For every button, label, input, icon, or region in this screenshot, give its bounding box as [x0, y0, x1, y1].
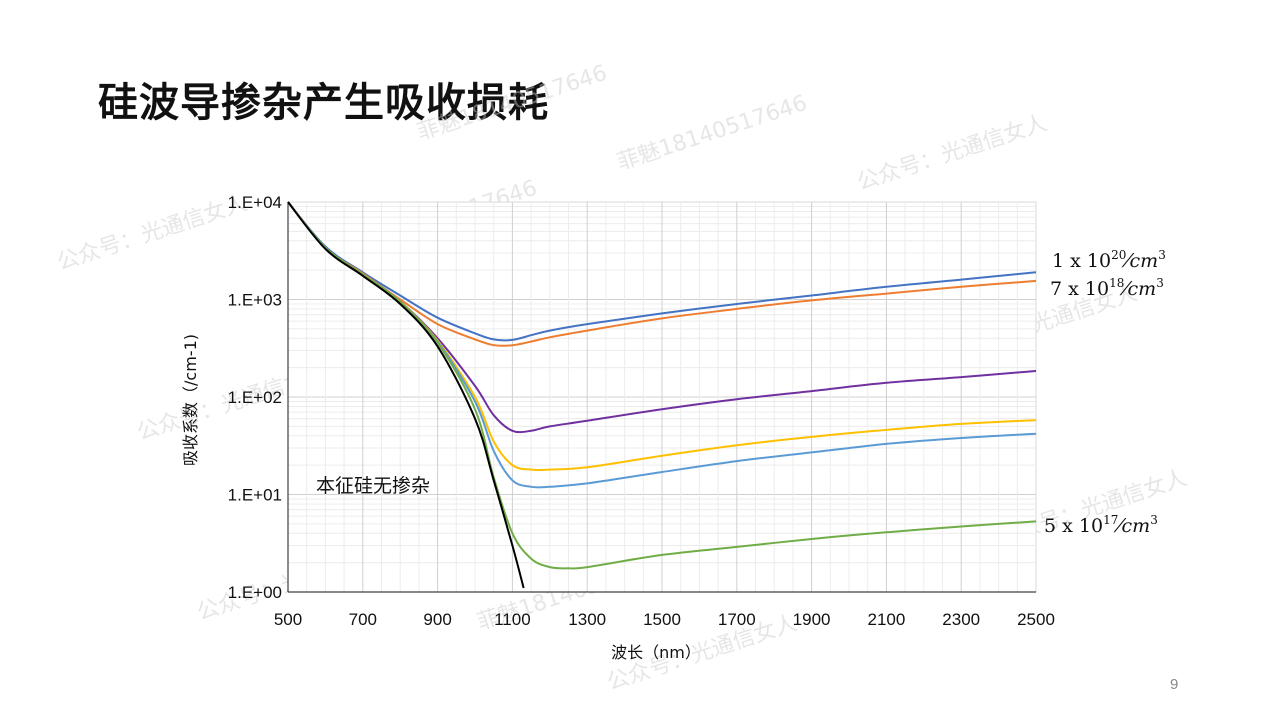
watermark-text: 公众号：光通信女人 — [854, 111, 1050, 196]
y-tick-label: 1.E+01 — [228, 486, 282, 505]
watermark-text: 菲魅18140517646 — [414, 61, 610, 146]
x-axis-title: 波长（nm） — [611, 643, 701, 662]
x-tick-label: 500 — [274, 610, 302, 629]
x-tick-label: 2300 — [942, 610, 980, 629]
x-tick-label: 1700 — [718, 610, 756, 629]
page-number: 9 — [1170, 676, 1179, 693]
y-tick-label: 1.E+00 — [228, 583, 282, 602]
x-tick-label: 900 — [423, 610, 451, 629]
y-tick-label: 1.E+04 — [228, 193, 282, 212]
x-tick-label: 1100 — [494, 610, 531, 629]
grid-layer — [287, 202, 1036, 593]
y-tick-label: 1.E+02 — [228, 388, 282, 407]
x-tick-label: 1300 — [568, 610, 606, 629]
slide-title: 硅波导掺杂产生吸收损耗 — [98, 80, 549, 126]
series-line-dop-5e17 — [287, 201, 1037, 570]
y-tick-label: 1.E+03 — [228, 291, 282, 310]
series-label-dop-5e17: 5 x 1017⁄cm3 — [1044, 513, 1158, 537]
watermark-text: 菲魅18140517646 — [614, 91, 810, 176]
series-line-intrinsic — [287, 201, 525, 589]
series-line-dop-1e20 — [287, 201, 1037, 342]
label-layer: 1 x 1020⁄cm3 7 x 1018⁄cm3 5 x 1017⁄cm3 — [1044, 248, 1166, 537]
x-tick-label: 1500 — [643, 610, 681, 629]
series-label-dop-7e18: 7 x 1018⁄cm3 — [1050, 276, 1164, 300]
x-tick-label: 1900 — [793, 610, 831, 629]
y-axis-title: 吸收系数（/cm-1) — [181, 334, 200, 466]
series-label-dop-1e20: 1 x 1020⁄cm3 — [1052, 248, 1166, 272]
watermark-text: 公众号：光通信女人 — [54, 191, 250, 276]
x-tick-label: 700 — [349, 610, 377, 629]
x-tick-label: 2100 — [867, 610, 905, 629]
tick-layer: 500 700 900 1100 1300 1500 1700 1900 2100 2300 250… — [228, 193, 1055, 629]
series-layer — [287, 201, 1037, 589]
intrinsic-annotation: 本征硅无掺杂 — [316, 475, 430, 497]
x-tick-label: 2500 — [1017, 610, 1055, 629]
